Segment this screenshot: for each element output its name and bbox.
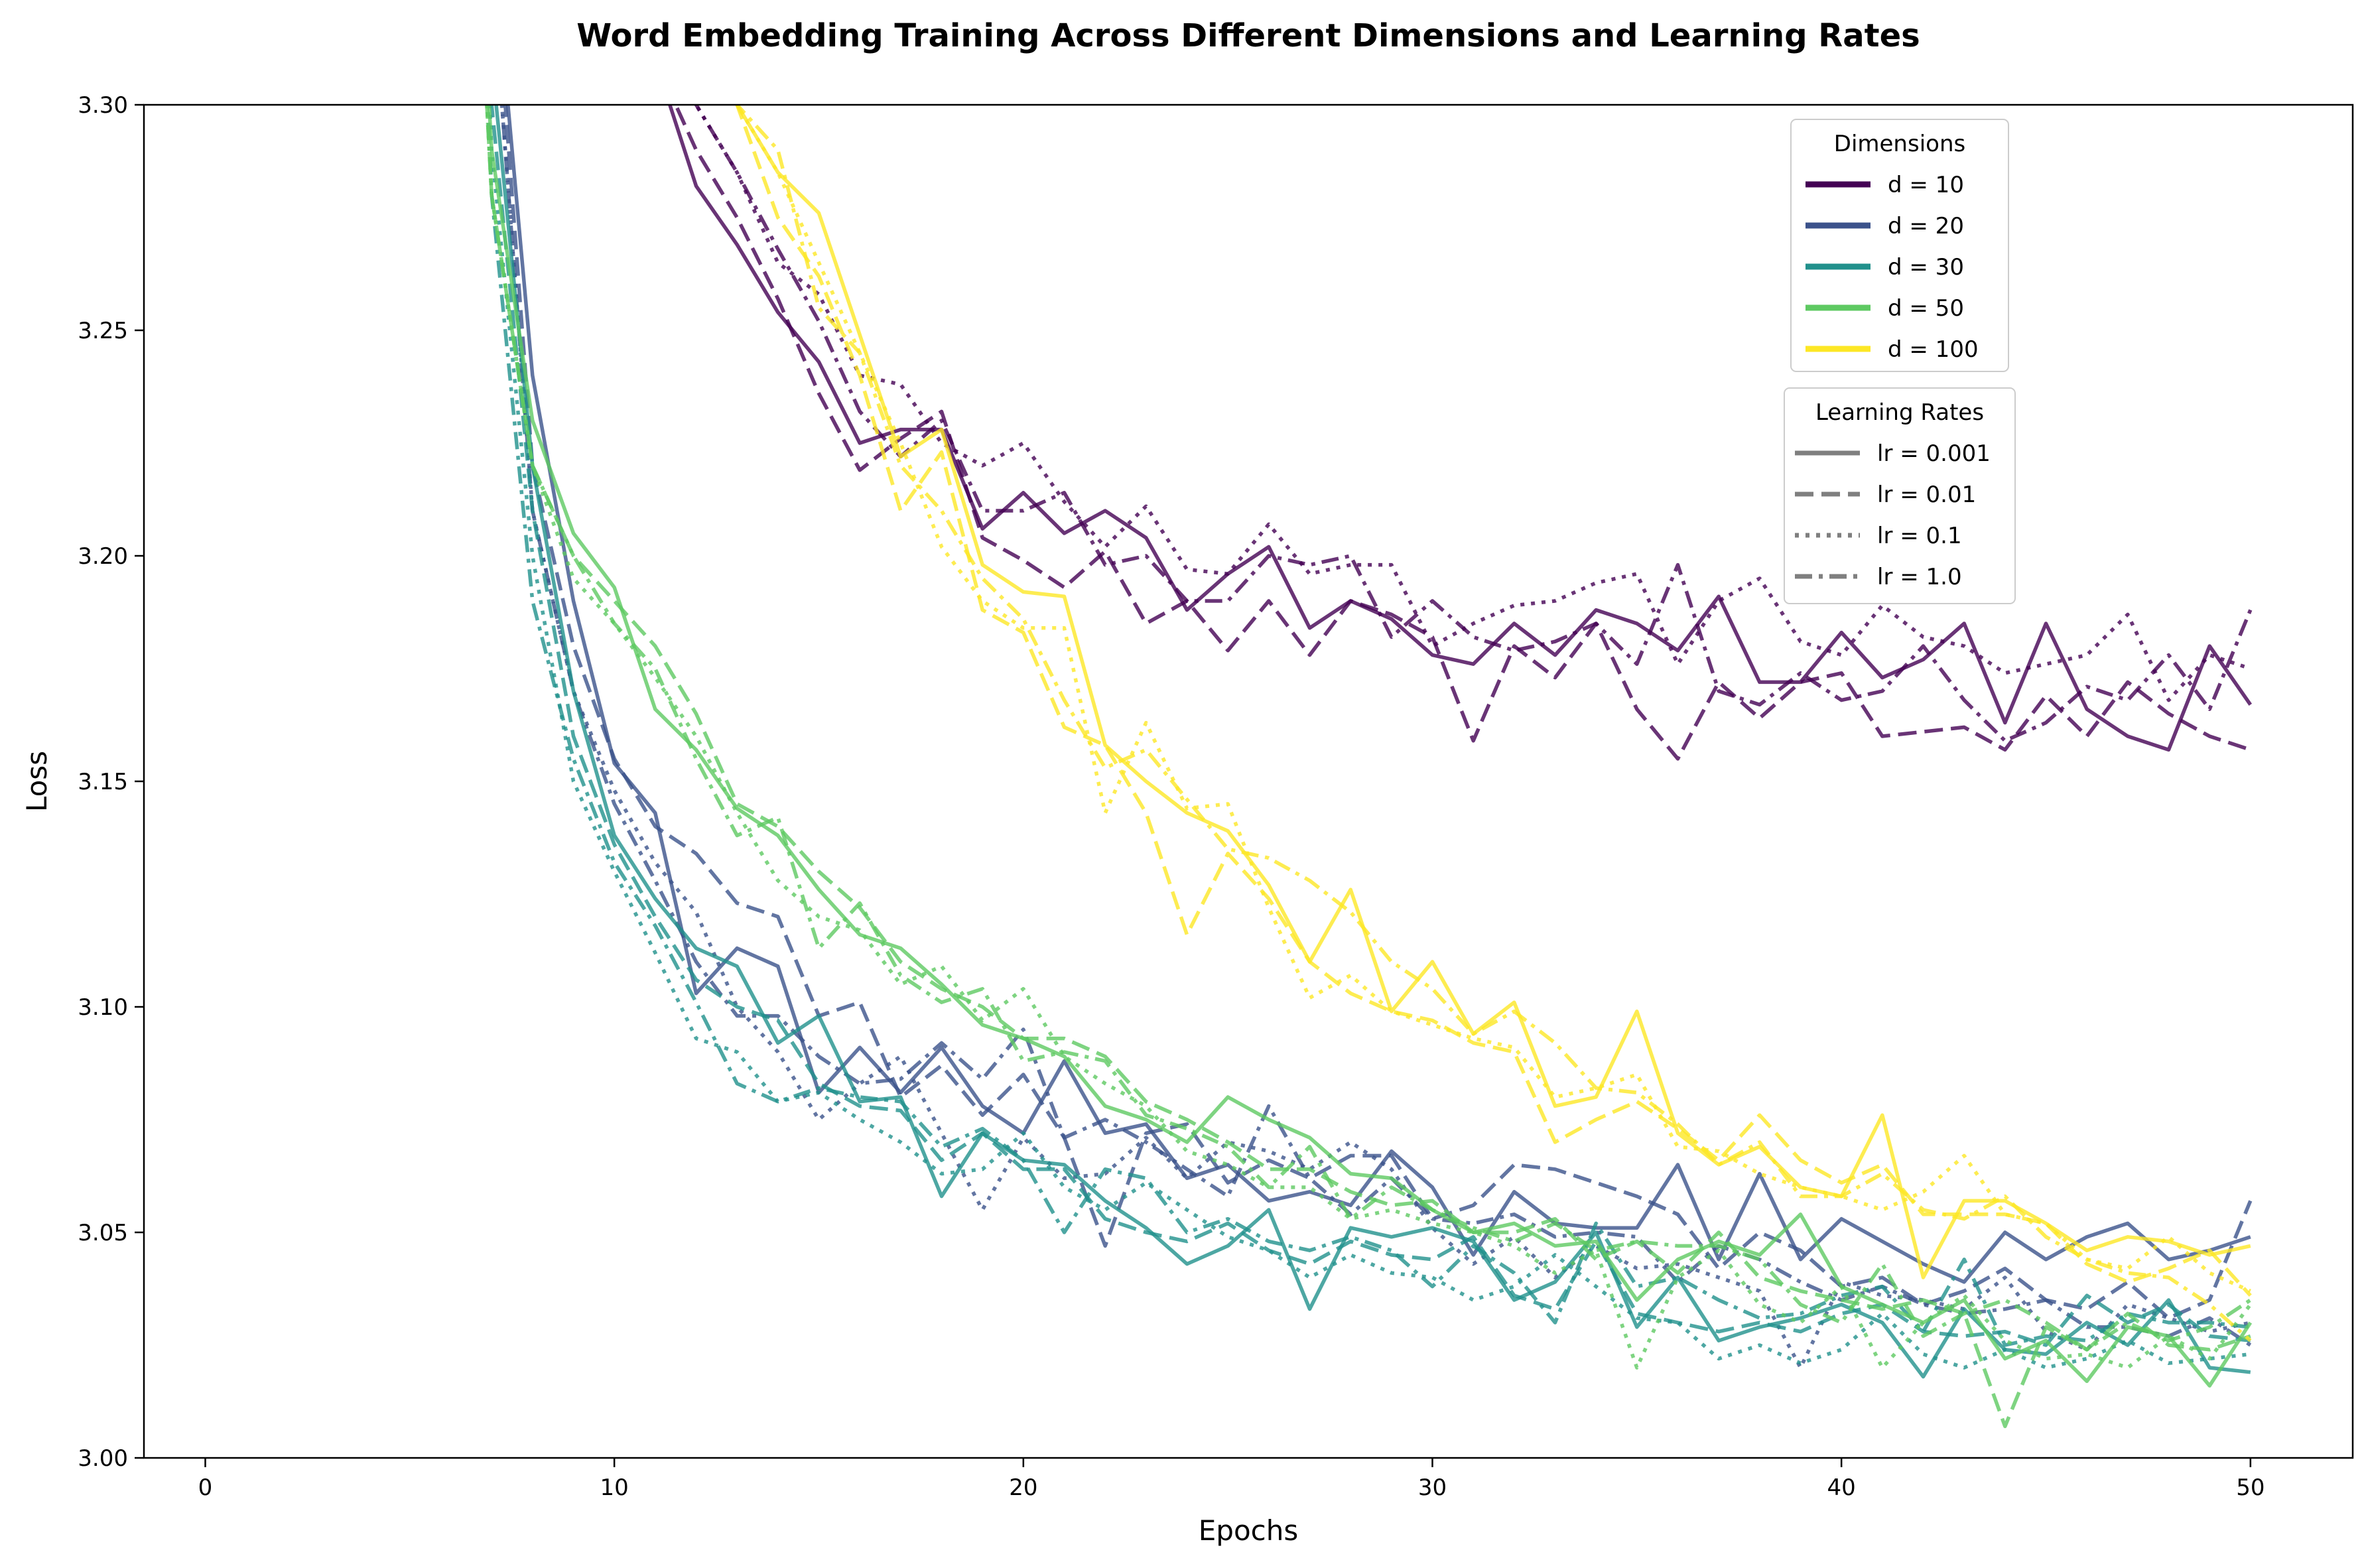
series-line-20-solid bbox=[506, 105, 2251, 1284]
learning-rates-legend-label: lr = 0.01 bbox=[1877, 482, 1976, 508]
series-line-20-dashed bbox=[503, 105, 2253, 1320]
y-axis: 3.00 3.05 3.10 3.15 3.20 3.25 3.30 bbox=[78, 92, 144, 1472]
dimensions-legend-label: d = 100 bbox=[1888, 336, 1979, 363]
y-tick-label: 3.30 bbox=[78, 92, 128, 119]
dimensions-legend-label: d = 10 bbox=[1888, 172, 1964, 198]
y-tick-label: 3.15 bbox=[78, 769, 128, 795]
series-line-50-solid bbox=[487, 105, 2253, 1388]
chart-title: Word Embedding Training Across Different… bbox=[576, 17, 1920, 54]
series-line-10-dotted bbox=[693, 105, 2251, 702]
series-line-50-dotted bbox=[485, 105, 2252, 1370]
series-layer bbox=[485, 105, 2253, 1429]
learning-rates-legend-label: lr = 1.0 bbox=[1877, 564, 1962, 590]
x-axis: 0 10 20 30 40 50 bbox=[198, 1458, 2265, 1501]
series-line-30-dotted bbox=[488, 105, 2251, 1370]
series-line-50-dashed bbox=[485, 105, 2251, 1429]
dimensions-legend-label: d = 50 bbox=[1888, 295, 1964, 322]
learning-rates-legend-box bbox=[1784, 387, 2016, 604]
dimensions-legend: Dimensions d = 10 d = 20 d = 30 d = 50 d = 1… bbox=[1790, 119, 2009, 372]
dimensions-legend-label: d = 30 bbox=[1888, 254, 1964, 281]
y-tick-label: 3.00 bbox=[78, 1445, 128, 1472]
x-tick-label: 0 bbox=[198, 1474, 213, 1501]
y-tick-label: 3.10 bbox=[78, 994, 128, 1021]
learning-rates-legend-label: lr = 0.1 bbox=[1877, 523, 1962, 549]
x-tick-label: 20 bbox=[1009, 1474, 1037, 1501]
x-axis-label: Epochs bbox=[1199, 1514, 1299, 1547]
learning-rates-legend: Learning Rates lr = 0.001 lr = 0.01 lr = 0… bbox=[1784, 387, 2016, 604]
x-tick-label: 50 bbox=[2236, 1474, 2265, 1501]
y-tick-label: 3.25 bbox=[78, 318, 128, 344]
x-tick-label: 40 bbox=[1827, 1474, 1856, 1501]
series-line-10-dashed bbox=[673, 105, 2251, 761]
dimensions-legend-title: Dimensions bbox=[1834, 131, 1965, 157]
series-line-50-dashdot bbox=[485, 105, 2252, 1352]
x-tick-label: 10 bbox=[600, 1474, 629, 1501]
series-line-100-dashed bbox=[735, 105, 2252, 1297]
series-line-20-dashdot bbox=[499, 105, 2252, 1347]
series-line-100-dotted bbox=[735, 105, 2251, 1293]
dimensions-legend-box bbox=[1790, 119, 2009, 372]
dimensions-legend-label: d = 20 bbox=[1888, 213, 1964, 239]
y-tick-label: 3.20 bbox=[78, 543, 128, 570]
y-axis-label: Loss bbox=[21, 751, 53, 812]
series-line-30-dashed bbox=[490, 105, 2251, 1347]
learning-rates-legend-label: lr = 0.001 bbox=[1877, 440, 1991, 467]
learning-rates-legend-title: Learning Rates bbox=[1815, 399, 1984, 426]
series-line-30-solid bbox=[494, 105, 2251, 1379]
y-tick-label: 3.05 bbox=[78, 1220, 128, 1246]
series-line-100-solid bbox=[735, 105, 2251, 1279]
x-tick-label: 30 bbox=[1418, 1474, 1447, 1501]
